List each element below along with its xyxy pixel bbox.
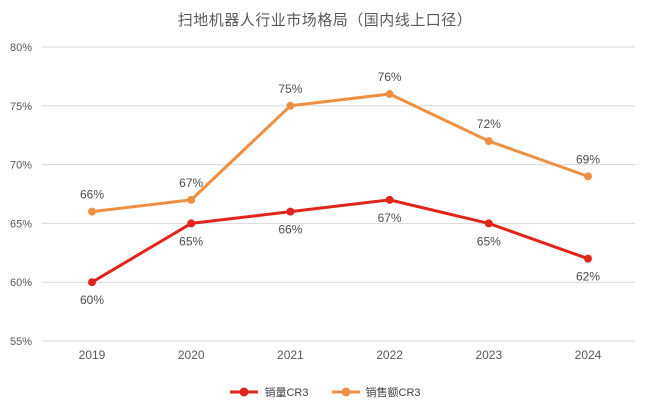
legend-label-sales-revenue: 销售额CR3	[365, 387, 421, 399]
svg-text:67%: 67%	[378, 211, 402, 225]
legend-line-marker-icon	[230, 387, 259, 397]
svg-text:55%: 55%	[10, 336, 32, 348]
svg-text:66%: 66%	[80, 188, 104, 202]
svg-text:69%: 69%	[576, 152, 600, 166]
svg-text:75%: 75%	[278, 82, 302, 96]
line-plot: 55% 60% 65% 70% 75% 80% 2019 2020 2021 2022 2023 20…	[10, 42, 635, 362]
svg-text:65%: 65%	[477, 234, 501, 248]
svg-text:2021: 2021	[277, 348, 304, 362]
svg-text:65%: 65%	[10, 218, 32, 230]
legend-line-marker-icon	[331, 387, 360, 397]
svg-text:75%: 75%	[10, 101, 32, 113]
svg-text:2019: 2019	[79, 348, 106, 362]
svg-text:65%: 65%	[179, 234, 203, 248]
svg-text:67%: 67%	[179, 176, 203, 190]
legend: 销量CR3 销售额CR3	[0, 384, 650, 400]
svg-text:76%: 76%	[378, 70, 402, 84]
svg-text:60%: 60%	[80, 293, 104, 307]
legend-item-sales-volume-cr3[interactable]: 销量CR3	[229, 384, 309, 400]
svg-text:60%: 60%	[10, 277, 32, 289]
svg-text:80%: 80%	[10, 42, 32, 54]
legend-label-sales-volume: 销量CR3	[264, 387, 309, 399]
svg-text:2020: 2020	[178, 348, 205, 362]
legend-item-sales-revenue-cr3[interactable]: 销售额CR3	[331, 384, 421, 400]
svg-text:66%: 66%	[278, 223, 302, 237]
svg-text:62%: 62%	[576, 270, 600, 284]
svg-text:2023: 2023	[475, 348, 502, 362]
svg-text:72%: 72%	[477, 117, 501, 131]
svg-text:2024: 2024	[575, 348, 602, 362]
svg-text:70%: 70%	[10, 160, 32, 172]
chart-title: 扫地机器人行业市场格局（国内线上口径）	[177, 12, 473, 29]
svg-text:2022: 2022	[376, 348, 403, 362]
